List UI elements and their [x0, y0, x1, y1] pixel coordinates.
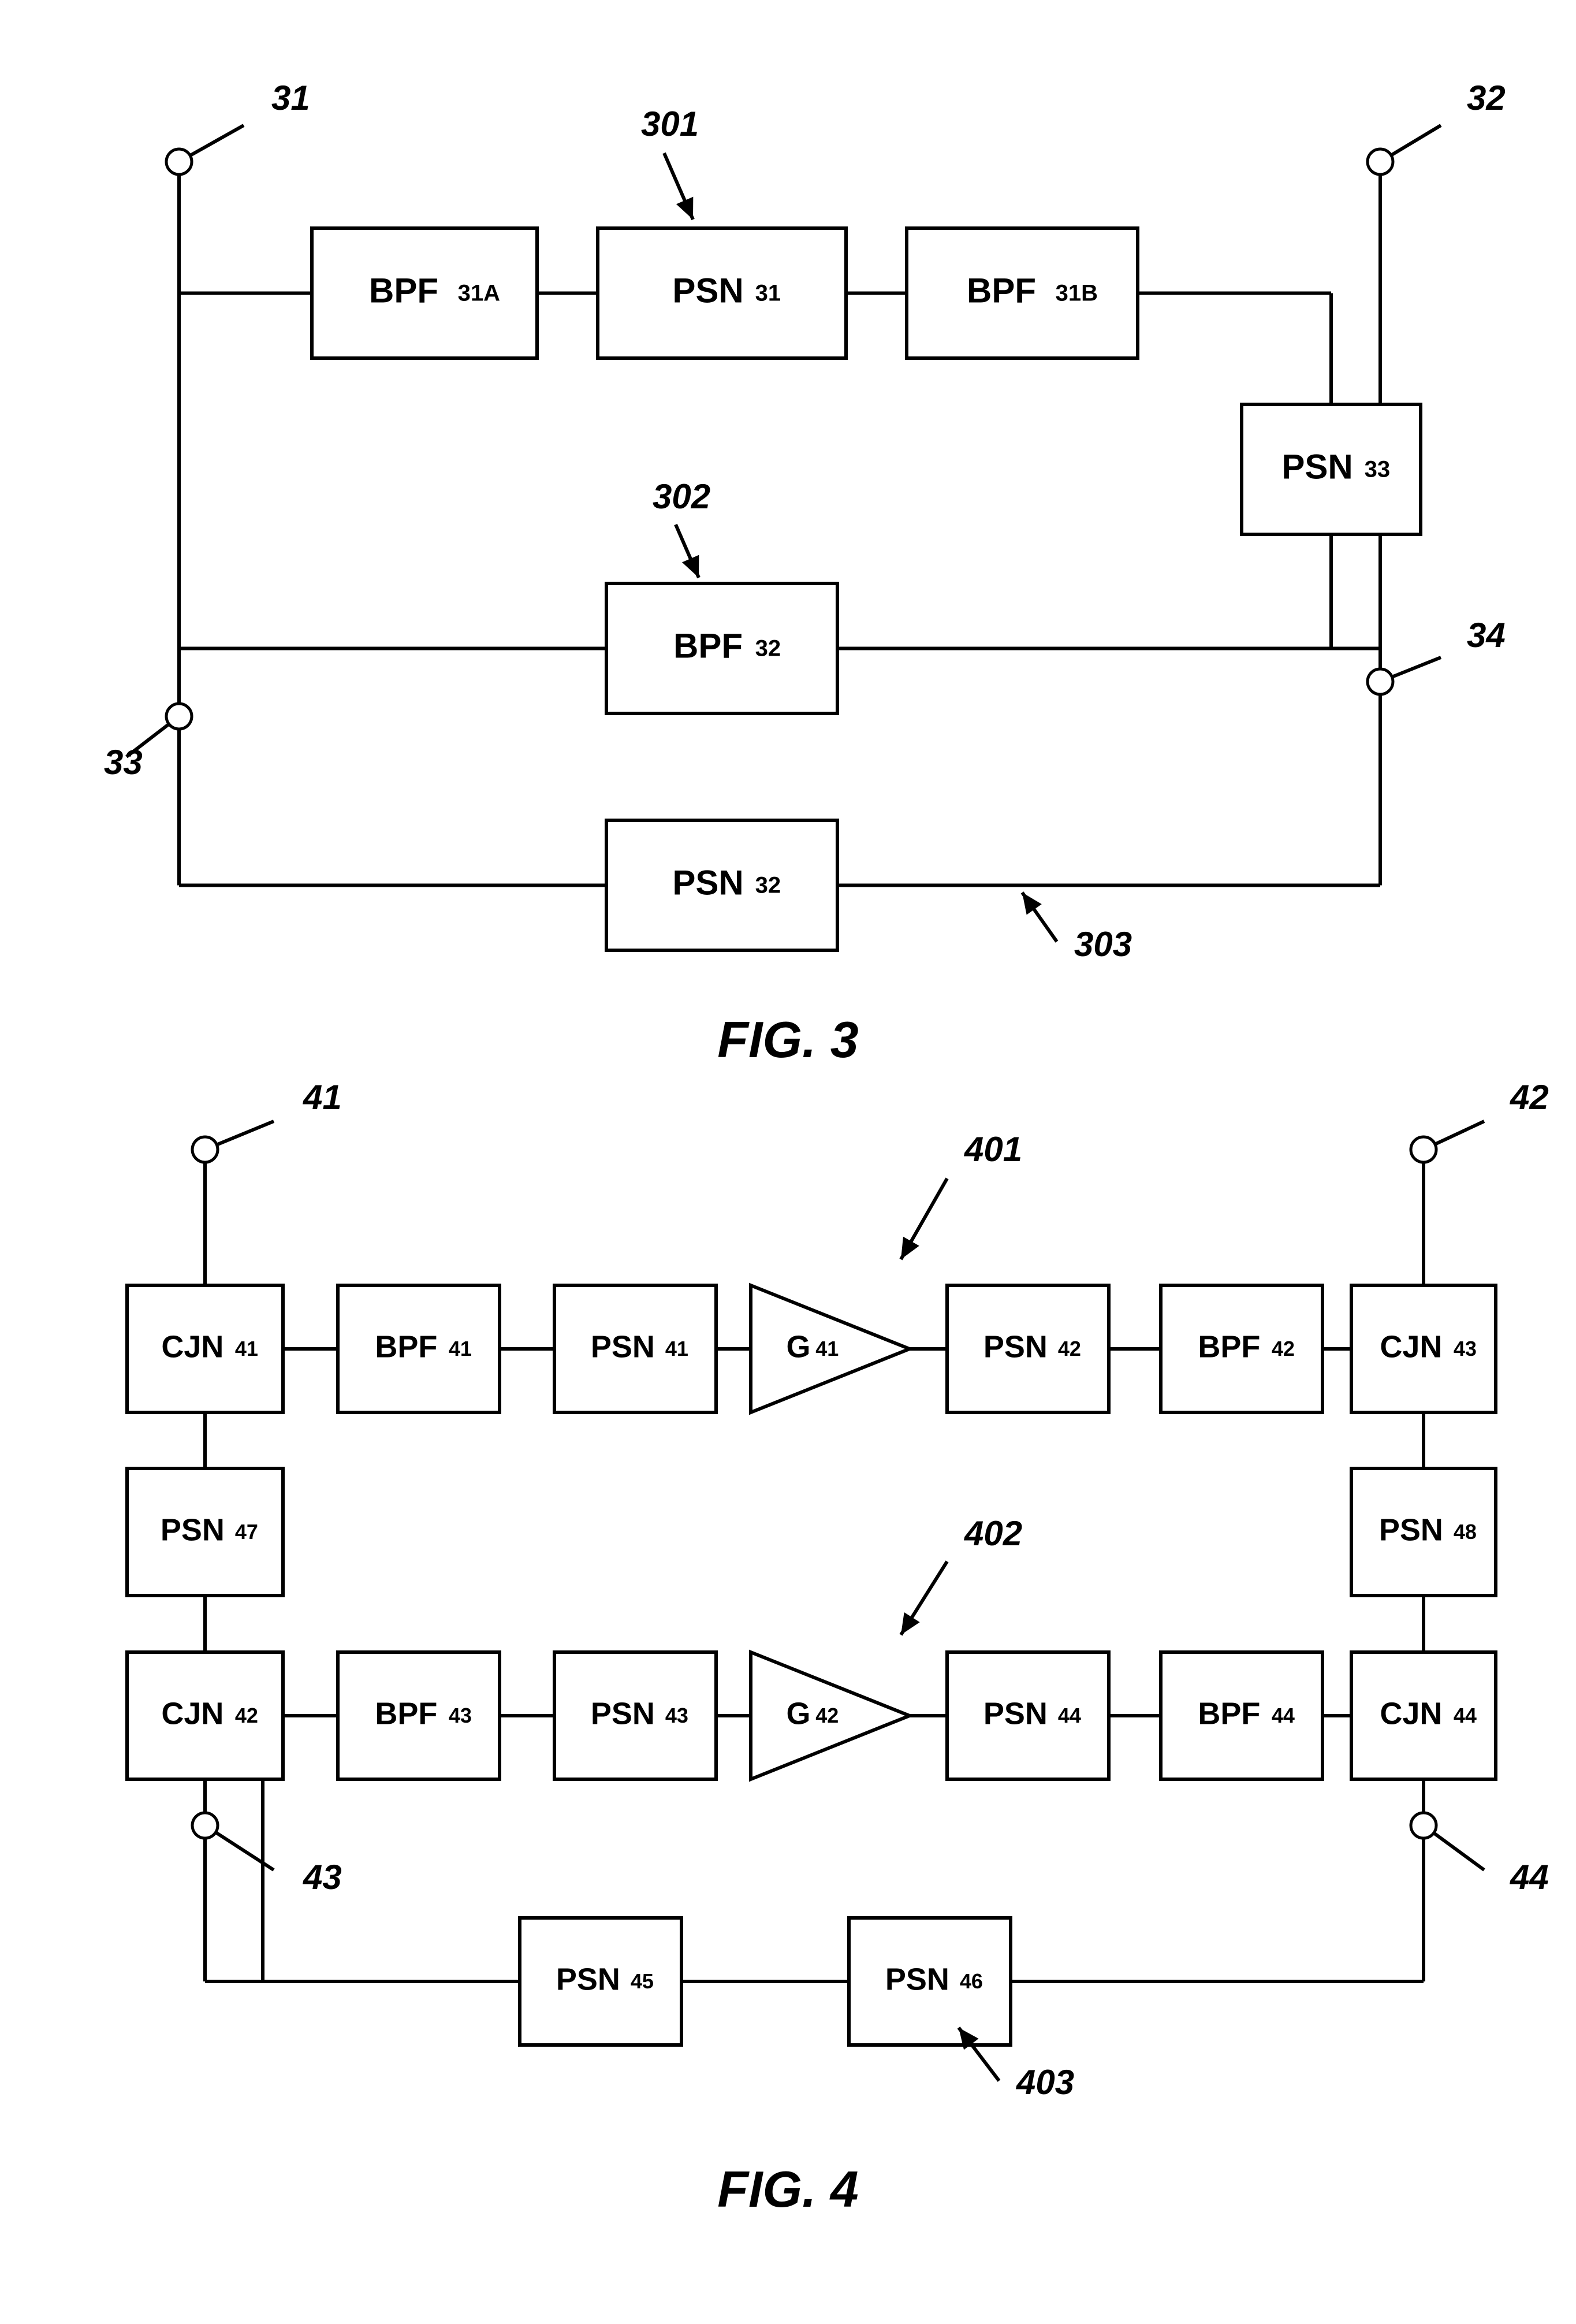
svg-text:45: 45: [631, 1969, 654, 1993]
svg-text:42: 42: [1272, 1337, 1295, 1360]
svg-text:PSN: PSN: [591, 1329, 655, 1364]
svg-text:47: 47: [235, 1520, 258, 1544]
fig3-port-32: 32: [1467, 79, 1506, 117]
svg-text:31B: 31B: [1056, 281, 1098, 306]
svg-text:41: 41: [665, 1337, 688, 1360]
svg-text:42: 42: [1058, 1337, 1081, 1360]
svg-text:42: 42: [815, 1704, 839, 1727]
svg-text:43: 43: [665, 1704, 688, 1727]
svg-text:BPF: BPF: [1198, 1696, 1260, 1731]
svg-text:32: 32: [755, 636, 781, 661]
fig3-ann-303: 303: [1074, 925, 1132, 964]
svg-text:PSN: PSN: [983, 1329, 1048, 1364]
svg-text:48: 48: [1454, 1520, 1477, 1544]
fig4-port-42: 42: [1510, 1078, 1549, 1117]
fig3-ann-301: 301: [641, 105, 699, 143]
svg-text:PSN: PSN: [591, 1696, 655, 1731]
fig4-ann-402: 402: [964, 1514, 1022, 1553]
svg-text:G: G: [786, 1696, 810, 1731]
svg-text:PSN: PSN: [1379, 1512, 1443, 1547]
svg-text:41: 41: [235, 1337, 258, 1360]
fig3-caption: FIG. 3: [717, 1011, 859, 1068]
svg-text:CJN: CJN: [161, 1696, 223, 1731]
svg-text:CJN: CJN: [161, 1329, 223, 1364]
svg-text:BPF: BPF: [375, 1329, 437, 1364]
svg-text:32: 32: [755, 873, 781, 898]
svg-text:44: 44: [1454, 1704, 1477, 1727]
svg-text:31A: 31A: [458, 281, 500, 306]
svg-text:CJN: CJN: [1380, 1329, 1442, 1364]
svg-text:BPF: BPF: [1198, 1329, 1260, 1364]
svg-text:PSN: PSN: [161, 1512, 225, 1547]
fig4-port-44: 44: [1510, 1858, 1549, 1897]
fig4-ann-401: 401: [964, 1130, 1022, 1169]
svg-text:33: 33: [1365, 457, 1391, 482]
svg-text:BPF: BPF: [375, 1696, 437, 1731]
svg-text:PSN: PSN: [672, 271, 743, 310]
svg-text:41: 41: [449, 1337, 472, 1360]
svg-text:PSN: PSN: [672, 863, 743, 902]
fig4-port-41: 41: [303, 1078, 342, 1117]
svg-text:BPF: BPF: [967, 271, 1036, 310]
svg-text:43: 43: [449, 1704, 472, 1727]
svg-text:PSN: PSN: [983, 1696, 1048, 1731]
fig3-port-34: 34: [1467, 616, 1506, 655]
fig3-ann-302: 302: [653, 477, 710, 516]
svg-text:PSN: PSN: [885, 1962, 949, 1996]
fig4-port-43: 43: [303, 1858, 342, 1897]
svg-text:44: 44: [1272, 1704, 1295, 1727]
svg-text:46: 46: [960, 1969, 983, 1993]
svg-text:PSN: PSN: [556, 1962, 620, 1996]
fig4-caption: FIG. 4: [717, 2161, 859, 2218]
svg-text:BPF: BPF: [673, 626, 743, 665]
svg-text:31: 31: [755, 281, 781, 306]
svg-text:41: 41: [815, 1337, 839, 1360]
fig4-ann-403: 403: [1016, 2063, 1074, 2102]
fig3-port-33: 33: [104, 743, 143, 782]
svg-text:PSN: PSN: [1281, 447, 1353, 486]
svg-text:44: 44: [1058, 1704, 1081, 1727]
fig3-port-31: 31: [271, 79, 310, 117]
svg-text:G: G: [786, 1329, 810, 1364]
svg-text:CJN: CJN: [1380, 1696, 1442, 1731]
svg-text:42: 42: [235, 1704, 258, 1727]
svg-text:BPF: BPF: [369, 271, 438, 310]
svg-text:43: 43: [1454, 1337, 1477, 1360]
